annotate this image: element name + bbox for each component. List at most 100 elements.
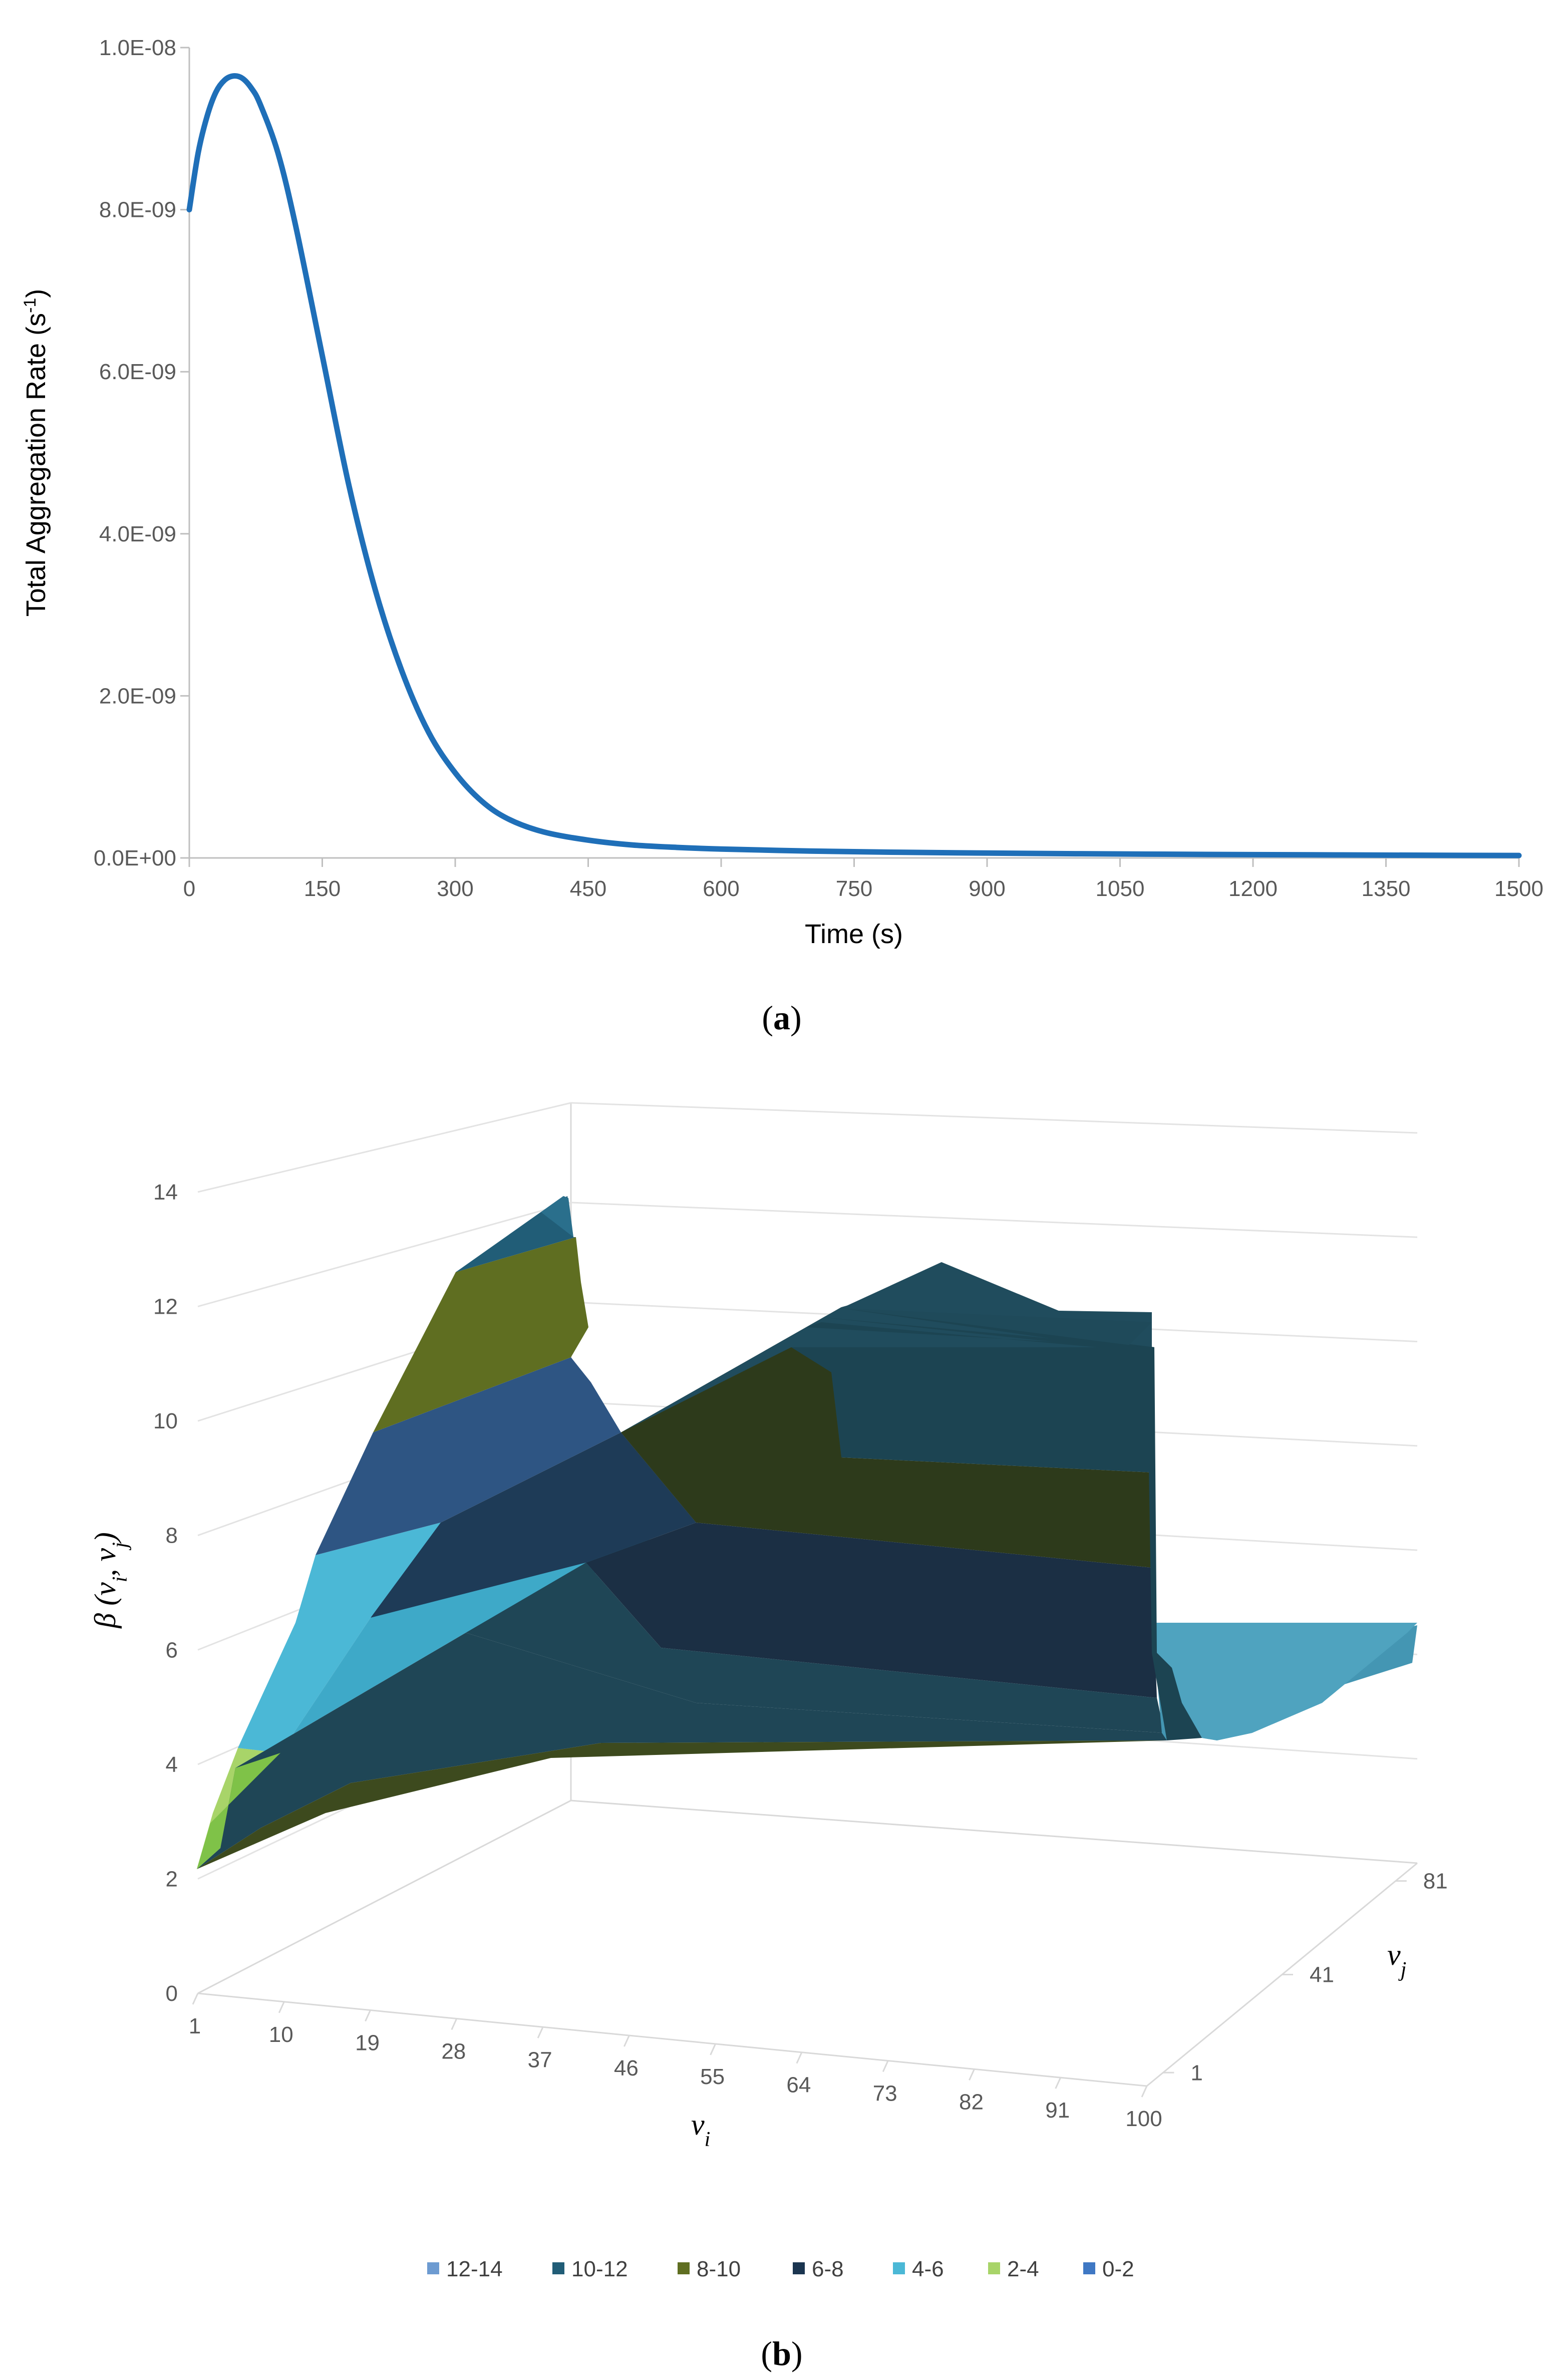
x-axis-front bbox=[197, 1992, 1147, 2087]
legend-item: 8-10 bbox=[678, 2257, 741, 2281]
x-tick-label: 1500 bbox=[1494, 876, 1543, 901]
panel-a-line-chart: 0.0E+00 2.0E-09 4.0E-09 6.0E-09 8.0E-09 1.0E-… bbox=[21, 36, 1543, 1037]
legend-item: 10-12 bbox=[552, 2257, 628, 2281]
x-axis-title: Time (s) bbox=[805, 919, 903, 949]
right-wing-top bbox=[1152, 1623, 1417, 1740]
right-wedge-8-10 bbox=[621, 1347, 1152, 1568]
x-tick-label: 46 bbox=[614, 2056, 639, 2080]
z-tick-label: 6 bbox=[166, 1638, 178, 1662]
x-tick-mark bbox=[1055, 2077, 1062, 2089]
z-tick-label: 10 bbox=[153, 1409, 178, 1433]
x-tick-label: 900 bbox=[969, 876, 1005, 901]
z-gridline-back bbox=[570, 1202, 1418, 1238]
legend-swatch bbox=[552, 2262, 564, 2274]
legend-swatch bbox=[988, 2262, 1000, 2274]
z-tick-label: 12 bbox=[153, 1295, 178, 1319]
x-tick-label: 82 bbox=[959, 2090, 984, 2114]
legend-item: 0-2 bbox=[1083, 2257, 1134, 2281]
y-tick-label: 8.0E-09 bbox=[99, 198, 176, 222]
y-axis-title: Total Aggregation Rate (s-1) bbox=[21, 289, 51, 617]
legend-item: 2-4 bbox=[988, 2257, 1039, 2281]
legend-swatch bbox=[427, 2262, 439, 2274]
x-tick-label: 55 bbox=[700, 2064, 725, 2089]
front-axes bbox=[197, 1862, 1418, 2087]
x-tick-mark bbox=[969, 2068, 975, 2080]
z-axis-title: β (vi, vj) bbox=[89, 1532, 132, 1628]
legend-item: 6-8 bbox=[793, 2257, 844, 2281]
surface bbox=[197, 1196, 1417, 1869]
x-tick-label: 150 bbox=[304, 876, 341, 901]
right-peak-upper bbox=[841, 1308, 1152, 1347]
back-wall-floor bbox=[570, 1800, 1418, 1864]
legend-label: 12-14 bbox=[446, 2257, 503, 2281]
band-6-8 bbox=[371, 1432, 696, 1618]
ridge-tip bbox=[541, 1196, 573, 1237]
z-tick-label: 4 bbox=[166, 1752, 178, 1777]
legend-label: 4-6 bbox=[912, 2257, 944, 2281]
x-tick-label: 450 bbox=[570, 876, 606, 901]
x-tick-label: 1 bbox=[189, 2014, 201, 2038]
series-line-total-aggregation-rate bbox=[186, 73, 1522, 858]
right-wedge-6-8 bbox=[586, 1523, 1157, 1698]
x-tick-label: 100 bbox=[1125, 2107, 1162, 2131]
band-12-14 bbox=[456, 1196, 573, 1272]
band-6-8 bbox=[316, 1357, 621, 1555]
z-tick-label: 2 bbox=[166, 1867, 178, 1891]
y-tick-label: 1 bbox=[1190, 2060, 1202, 2085]
x-tick-label: 19 bbox=[355, 2031, 380, 2055]
y-ticks: 0.0E+00 2.0E-09 4.0E-09 6.0E-09 8.0E-09 1.0E-… bbox=[94, 36, 189, 870]
x-tick-label: 1050 bbox=[1096, 876, 1145, 901]
x-tick-mark bbox=[192, 1993, 199, 2005]
y-tick-label: 2.0E-09 bbox=[99, 684, 176, 708]
y-tick-label: 81 bbox=[1423, 1869, 1448, 1894]
legend-swatch bbox=[793, 2262, 805, 2274]
legend-swatch bbox=[1083, 2262, 1095, 2274]
z-tick-label: 14 bbox=[153, 1180, 178, 1205]
x-tick-mark bbox=[451, 2018, 458, 2030]
x-tick-mark bbox=[365, 2010, 371, 2022]
y-tick-label: 41 bbox=[1310, 1963, 1334, 1987]
x-tick-label: 600 bbox=[703, 876, 739, 901]
right-vertical-edge bbox=[1147, 1347, 1202, 1740]
x-axis-title-vi: vi bbox=[691, 2108, 710, 2151]
x-tick-label: 64 bbox=[786, 2073, 811, 2098]
z-gridline-back bbox=[570, 1102, 1418, 1134]
x-tick-label: 37 bbox=[528, 2047, 552, 2072]
legend-label: 10-12 bbox=[571, 2257, 628, 2281]
legend-label: 0-2 bbox=[1102, 2257, 1134, 2281]
legend-label: 6-8 bbox=[812, 2257, 844, 2281]
panel-b-caption: (b) bbox=[761, 2334, 802, 2372]
z-gridline-left bbox=[197, 1102, 571, 1193]
x-tick-mark bbox=[710, 2043, 717, 2055]
x-tick-mark bbox=[796, 2052, 803, 2064]
y-tick-label: 4.0E-09 bbox=[99, 522, 176, 546]
right-wedge-4-6-dark bbox=[466, 1563, 1164, 1733]
legend-label: 8-10 bbox=[697, 2257, 741, 2281]
y-tick-label: 6.0E-09 bbox=[99, 360, 176, 384]
x-tick-label: 750 bbox=[836, 876, 872, 901]
front-sheet-green bbox=[197, 1740, 1167, 1869]
panel-a-caption: (a) bbox=[762, 999, 801, 1037]
x-ticks: 0 150 300 450 600 750 900 1050 1200 1350 1500 bbox=[183, 858, 1543, 901]
front-sheet bbox=[197, 1633, 1167, 1869]
x-ticks-vi: 1 10 19 28 37 46 55 64 73 82 91 100 bbox=[189, 1993, 1162, 2131]
legend-item: 12-14 bbox=[427, 2257, 503, 2281]
left-wall-floor bbox=[197, 1800, 571, 1994]
legend-swatch bbox=[893, 2262, 905, 2274]
z-tick-label: 8 bbox=[166, 1524, 178, 1548]
right-peak-face bbox=[806, 1322, 1154, 1352]
x-tick-label: 28 bbox=[441, 2039, 466, 2063]
legend: 12-14 10-12 8-10 6-8 4-6 2-4 0-2 bbox=[427, 2257, 1134, 2281]
x-tick-label: 1200 bbox=[1228, 876, 1278, 901]
x-tick-mark bbox=[278, 2001, 285, 2013]
x-tick-mark bbox=[537, 2026, 544, 2038]
y-tick-label: 1.0E-08 bbox=[99, 36, 176, 60]
x-tick-label: 0 bbox=[183, 876, 195, 901]
legend-item: 4-6 bbox=[893, 2257, 944, 2281]
x-tick-label: 73 bbox=[873, 2081, 897, 2106]
x-tick-label: 300 bbox=[437, 876, 473, 901]
y-axis-title-vj: vj bbox=[1387, 1938, 1406, 1981]
legend-swatch bbox=[678, 2262, 690, 2274]
